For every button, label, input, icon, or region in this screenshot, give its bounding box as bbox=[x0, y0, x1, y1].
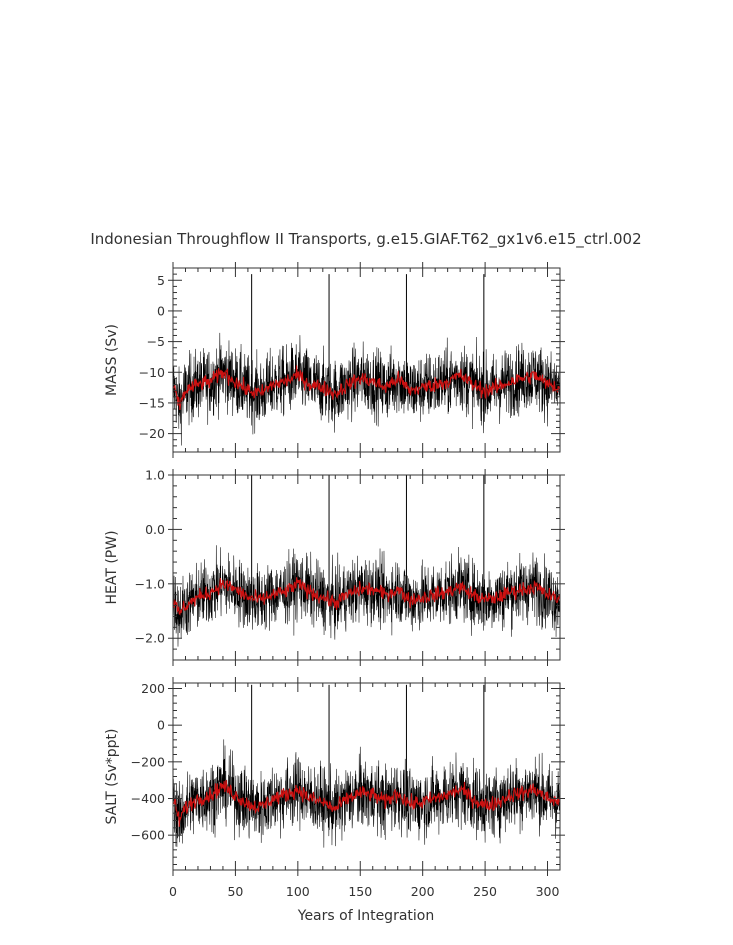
salt-frame bbox=[172, 682, 561, 871]
heat-raw-series bbox=[173, 545, 560, 647]
x-tick-label: 250 bbox=[473, 884, 497, 899]
x-tick-label: 0 bbox=[169, 884, 177, 899]
x-tick-label: 150 bbox=[348, 884, 372, 899]
x-tick-label: 300 bbox=[536, 884, 560, 899]
salt-smoothed-series bbox=[173, 779, 560, 827]
mass-plot-area bbox=[173, 274, 560, 446]
mass-y-tick-label: −20 bbox=[139, 426, 165, 441]
heat-smoothed-series bbox=[173, 577, 560, 616]
heat-y-tick-label: 1.0 bbox=[145, 468, 165, 483]
mass-y-tick-label: −5 bbox=[147, 334, 165, 349]
chart-title: Indonesian Throughflow II Transports, g.… bbox=[90, 230, 641, 249]
x-tick-label: 100 bbox=[286, 884, 310, 899]
heat-y-tick-label: 0.0 bbox=[145, 522, 165, 537]
salt-y-tick-label: 0 bbox=[157, 718, 165, 733]
heat-y-tick-label: −1.0 bbox=[135, 576, 165, 591]
salt-y-tick-label: −600 bbox=[131, 828, 165, 843]
mass-y-tick-label: −15 bbox=[139, 395, 165, 410]
panel-mass: 5 0 −5 −10 −15 −20 MASS (Sv) bbox=[104, 262, 565, 458]
mass-y-tick-label: −10 bbox=[139, 365, 165, 380]
salt-y-tick-label: −200 bbox=[131, 754, 165, 769]
panel-salt: 200 0 −200 −400 −600 SALT (Sv*ppt) 0 50 100 150 20… bbox=[104, 677, 565, 899]
salt-plot-area bbox=[173, 684, 560, 848]
salt-y-tick-label: −400 bbox=[131, 791, 165, 806]
mass-y-tick-label: 5 bbox=[157, 273, 165, 288]
panel-heat: 1.0 0.0 −1.0 −2.0 HEAT (PW) bbox=[104, 468, 565, 666]
heat-y-tick-label: −2.0 bbox=[135, 631, 165, 646]
heat-frame bbox=[172, 474, 561, 661]
salt-y-axis-label: SALT (Sv*ppt) bbox=[104, 729, 120, 825]
salt-raw-series bbox=[173, 739, 560, 848]
mass-raw-series bbox=[173, 332, 560, 446]
mass-y-axis-label: MASS (Sv) bbox=[104, 324, 120, 396]
heat-plot-area bbox=[173, 475, 560, 647]
heat-y-axis-label: HEAT (PW) bbox=[104, 530, 120, 604]
x-axis-label: Years of Integration bbox=[297, 908, 434, 924]
x-tick-label: 200 bbox=[411, 884, 435, 899]
x-tick-label: 50 bbox=[227, 884, 243, 899]
mass-smoothed-series bbox=[173, 365, 560, 411]
mass-y-tick-label: 0 bbox=[157, 303, 165, 318]
salt-y-tick-label: 200 bbox=[141, 681, 165, 696]
